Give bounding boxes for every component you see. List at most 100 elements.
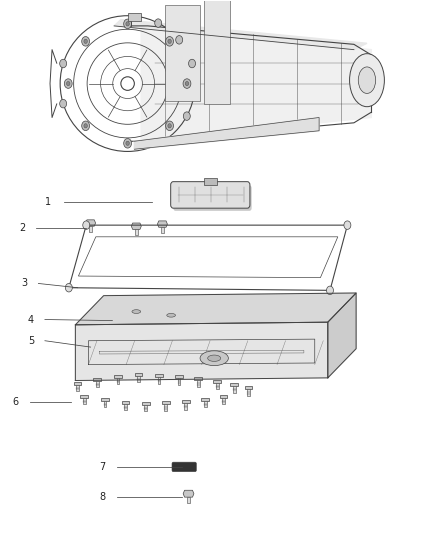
- Polygon shape: [155, 374, 163, 377]
- Polygon shape: [89, 226, 92, 232]
- Text: 1: 1: [45, 197, 51, 207]
- Polygon shape: [101, 398, 109, 401]
- Polygon shape: [245, 386, 252, 389]
- Text: 6: 6: [13, 397, 19, 407]
- Circle shape: [82, 37, 89, 46]
- Text: 7: 7: [99, 462, 106, 472]
- Polygon shape: [161, 227, 164, 233]
- Circle shape: [124, 139, 131, 148]
- Ellipse shape: [358, 67, 376, 93]
- Ellipse shape: [161, 311, 182, 319]
- Polygon shape: [142, 402, 150, 405]
- Circle shape: [126, 22, 129, 26]
- Ellipse shape: [167, 313, 176, 317]
- Circle shape: [185, 82, 189, 86]
- Polygon shape: [83, 398, 85, 404]
- Polygon shape: [204, 401, 206, 407]
- Polygon shape: [134, 373, 142, 376]
- Polygon shape: [184, 403, 187, 409]
- Circle shape: [83, 221, 90, 229]
- Circle shape: [168, 124, 171, 128]
- Polygon shape: [247, 389, 250, 395]
- Polygon shape: [183, 490, 194, 497]
- Ellipse shape: [350, 54, 385, 107]
- Polygon shape: [175, 375, 183, 378]
- Polygon shape: [328, 293, 356, 378]
- Ellipse shape: [132, 310, 141, 313]
- Polygon shape: [80, 395, 88, 398]
- Circle shape: [84, 39, 87, 44]
- Bar: [127, 13, 141, 21]
- Polygon shape: [162, 401, 170, 404]
- Polygon shape: [75, 293, 356, 325]
- Polygon shape: [95, 381, 99, 387]
- Polygon shape: [216, 383, 219, 389]
- Circle shape: [344, 221, 351, 229]
- Ellipse shape: [134, 324, 152, 331]
- Circle shape: [166, 121, 173, 131]
- Polygon shape: [122, 401, 129, 403]
- Text: 2: 2: [19, 223, 25, 233]
- Bar: [204, 0, 230, 104]
- Polygon shape: [222, 398, 225, 404]
- Circle shape: [326, 286, 333, 295]
- Polygon shape: [114, 375, 122, 378]
- Text: 5: 5: [28, 336, 34, 346]
- Polygon shape: [86, 220, 95, 226]
- Polygon shape: [75, 322, 328, 381]
- Polygon shape: [124, 403, 127, 410]
- Polygon shape: [131, 223, 141, 229]
- Polygon shape: [219, 395, 227, 398]
- Ellipse shape: [208, 355, 221, 361]
- Polygon shape: [233, 386, 236, 392]
- Circle shape: [60, 59, 67, 68]
- Polygon shape: [103, 401, 106, 407]
- Circle shape: [84, 124, 87, 128]
- Polygon shape: [182, 400, 190, 403]
- Text: 4: 4: [28, 314, 34, 325]
- Polygon shape: [197, 380, 200, 387]
- Polygon shape: [145, 405, 147, 411]
- Circle shape: [183, 79, 191, 88]
- Circle shape: [176, 36, 183, 44]
- Polygon shape: [201, 398, 209, 401]
- Polygon shape: [134, 117, 319, 149]
- Polygon shape: [137, 376, 140, 383]
- Ellipse shape: [200, 351, 228, 366]
- Circle shape: [166, 37, 173, 46]
- FancyBboxPatch shape: [172, 462, 196, 472]
- Polygon shape: [164, 404, 167, 410]
- Circle shape: [82, 121, 89, 131]
- Bar: [204, 179, 217, 185]
- Text: 8: 8: [100, 492, 106, 502]
- FancyBboxPatch shape: [173, 185, 252, 211]
- Circle shape: [124, 19, 131, 29]
- Polygon shape: [194, 377, 202, 380]
- Polygon shape: [114, 20, 367, 50]
- FancyBboxPatch shape: [171, 182, 250, 208]
- Circle shape: [67, 82, 70, 86]
- Polygon shape: [213, 380, 221, 383]
- Polygon shape: [135, 229, 138, 235]
- Polygon shape: [117, 378, 120, 384]
- Circle shape: [60, 99, 67, 108]
- Circle shape: [189, 59, 195, 68]
- Circle shape: [65, 284, 72, 292]
- Polygon shape: [158, 377, 160, 384]
- Polygon shape: [230, 383, 238, 386]
- Ellipse shape: [126, 308, 147, 316]
- Polygon shape: [93, 378, 101, 381]
- Polygon shape: [141, 26, 371, 141]
- Bar: [165, 5, 200, 101]
- Circle shape: [126, 141, 129, 146]
- Circle shape: [184, 112, 190, 120]
- Circle shape: [64, 79, 72, 88]
- Polygon shape: [177, 378, 180, 385]
- Polygon shape: [157, 221, 167, 227]
- Text: 3: 3: [21, 278, 28, 288]
- Polygon shape: [74, 382, 81, 385]
- Polygon shape: [187, 497, 190, 503]
- Circle shape: [168, 39, 171, 44]
- Circle shape: [155, 19, 162, 27]
- Polygon shape: [76, 385, 79, 391]
